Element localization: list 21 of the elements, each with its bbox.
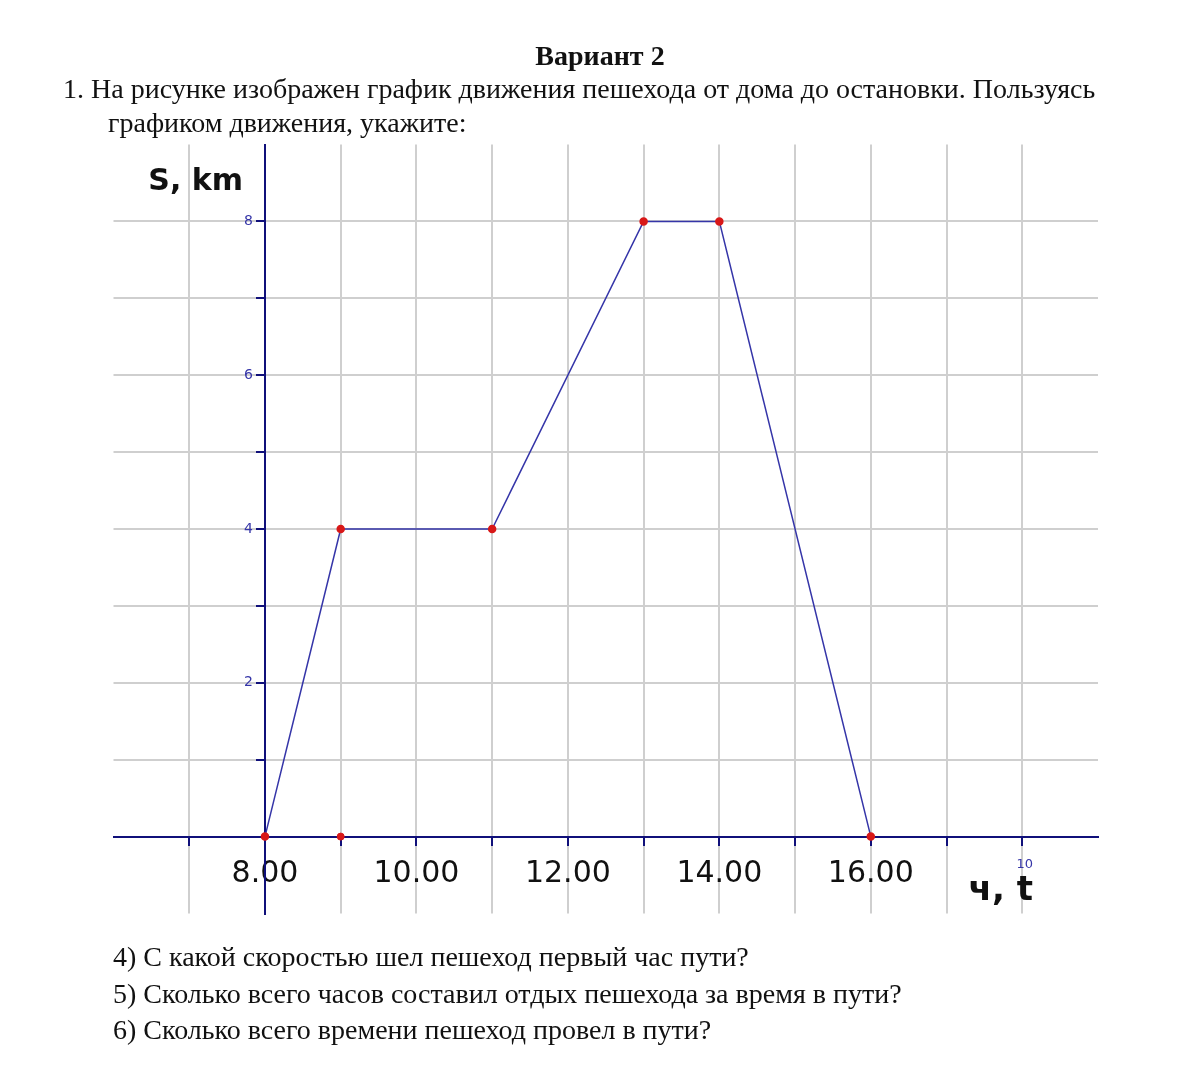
point	[336, 524, 345, 534]
y-tick-label: 6	[244, 366, 254, 383]
text: 5) Сколько всего часов составил отдых пешехода за время в пути?	[113, 976, 903, 1011]
x-tick-label: 10.00	[373, 854, 460, 890]
point	[639, 217, 648, 226]
chart-subtitle: 1. На рисунке изображен график движения пешехода от дома до остановки. Пользуясь графиком движения, укажите:	[62, 72, 1097, 140]
y-tick-label: 4	[244, 519, 254, 536]
x-tick-label: 14.00	[676, 854, 763, 890]
y-axis-title: S, km	[148, 162, 243, 198]
point	[260, 832, 270, 842]
text: 4) С какой скоростью шел пешеход первый час пути?	[113, 940, 750, 975]
text: 6) Сколько всего времени пешеход провел в пути?	[113, 1012, 713, 1047]
point	[487, 524, 497, 534]
chart-title: Вариант 2	[534, 40, 666, 72]
point	[715, 217, 724, 226]
point	[336, 832, 345, 841]
x-tick-label: 12.00	[524, 854, 611, 890]
y-tick-label: 8	[244, 212, 253, 229]
y-tick-label: 2	[244, 673, 253, 690]
point	[866, 832, 876, 842]
x-tick-label: 16.00	[827, 854, 914, 890]
